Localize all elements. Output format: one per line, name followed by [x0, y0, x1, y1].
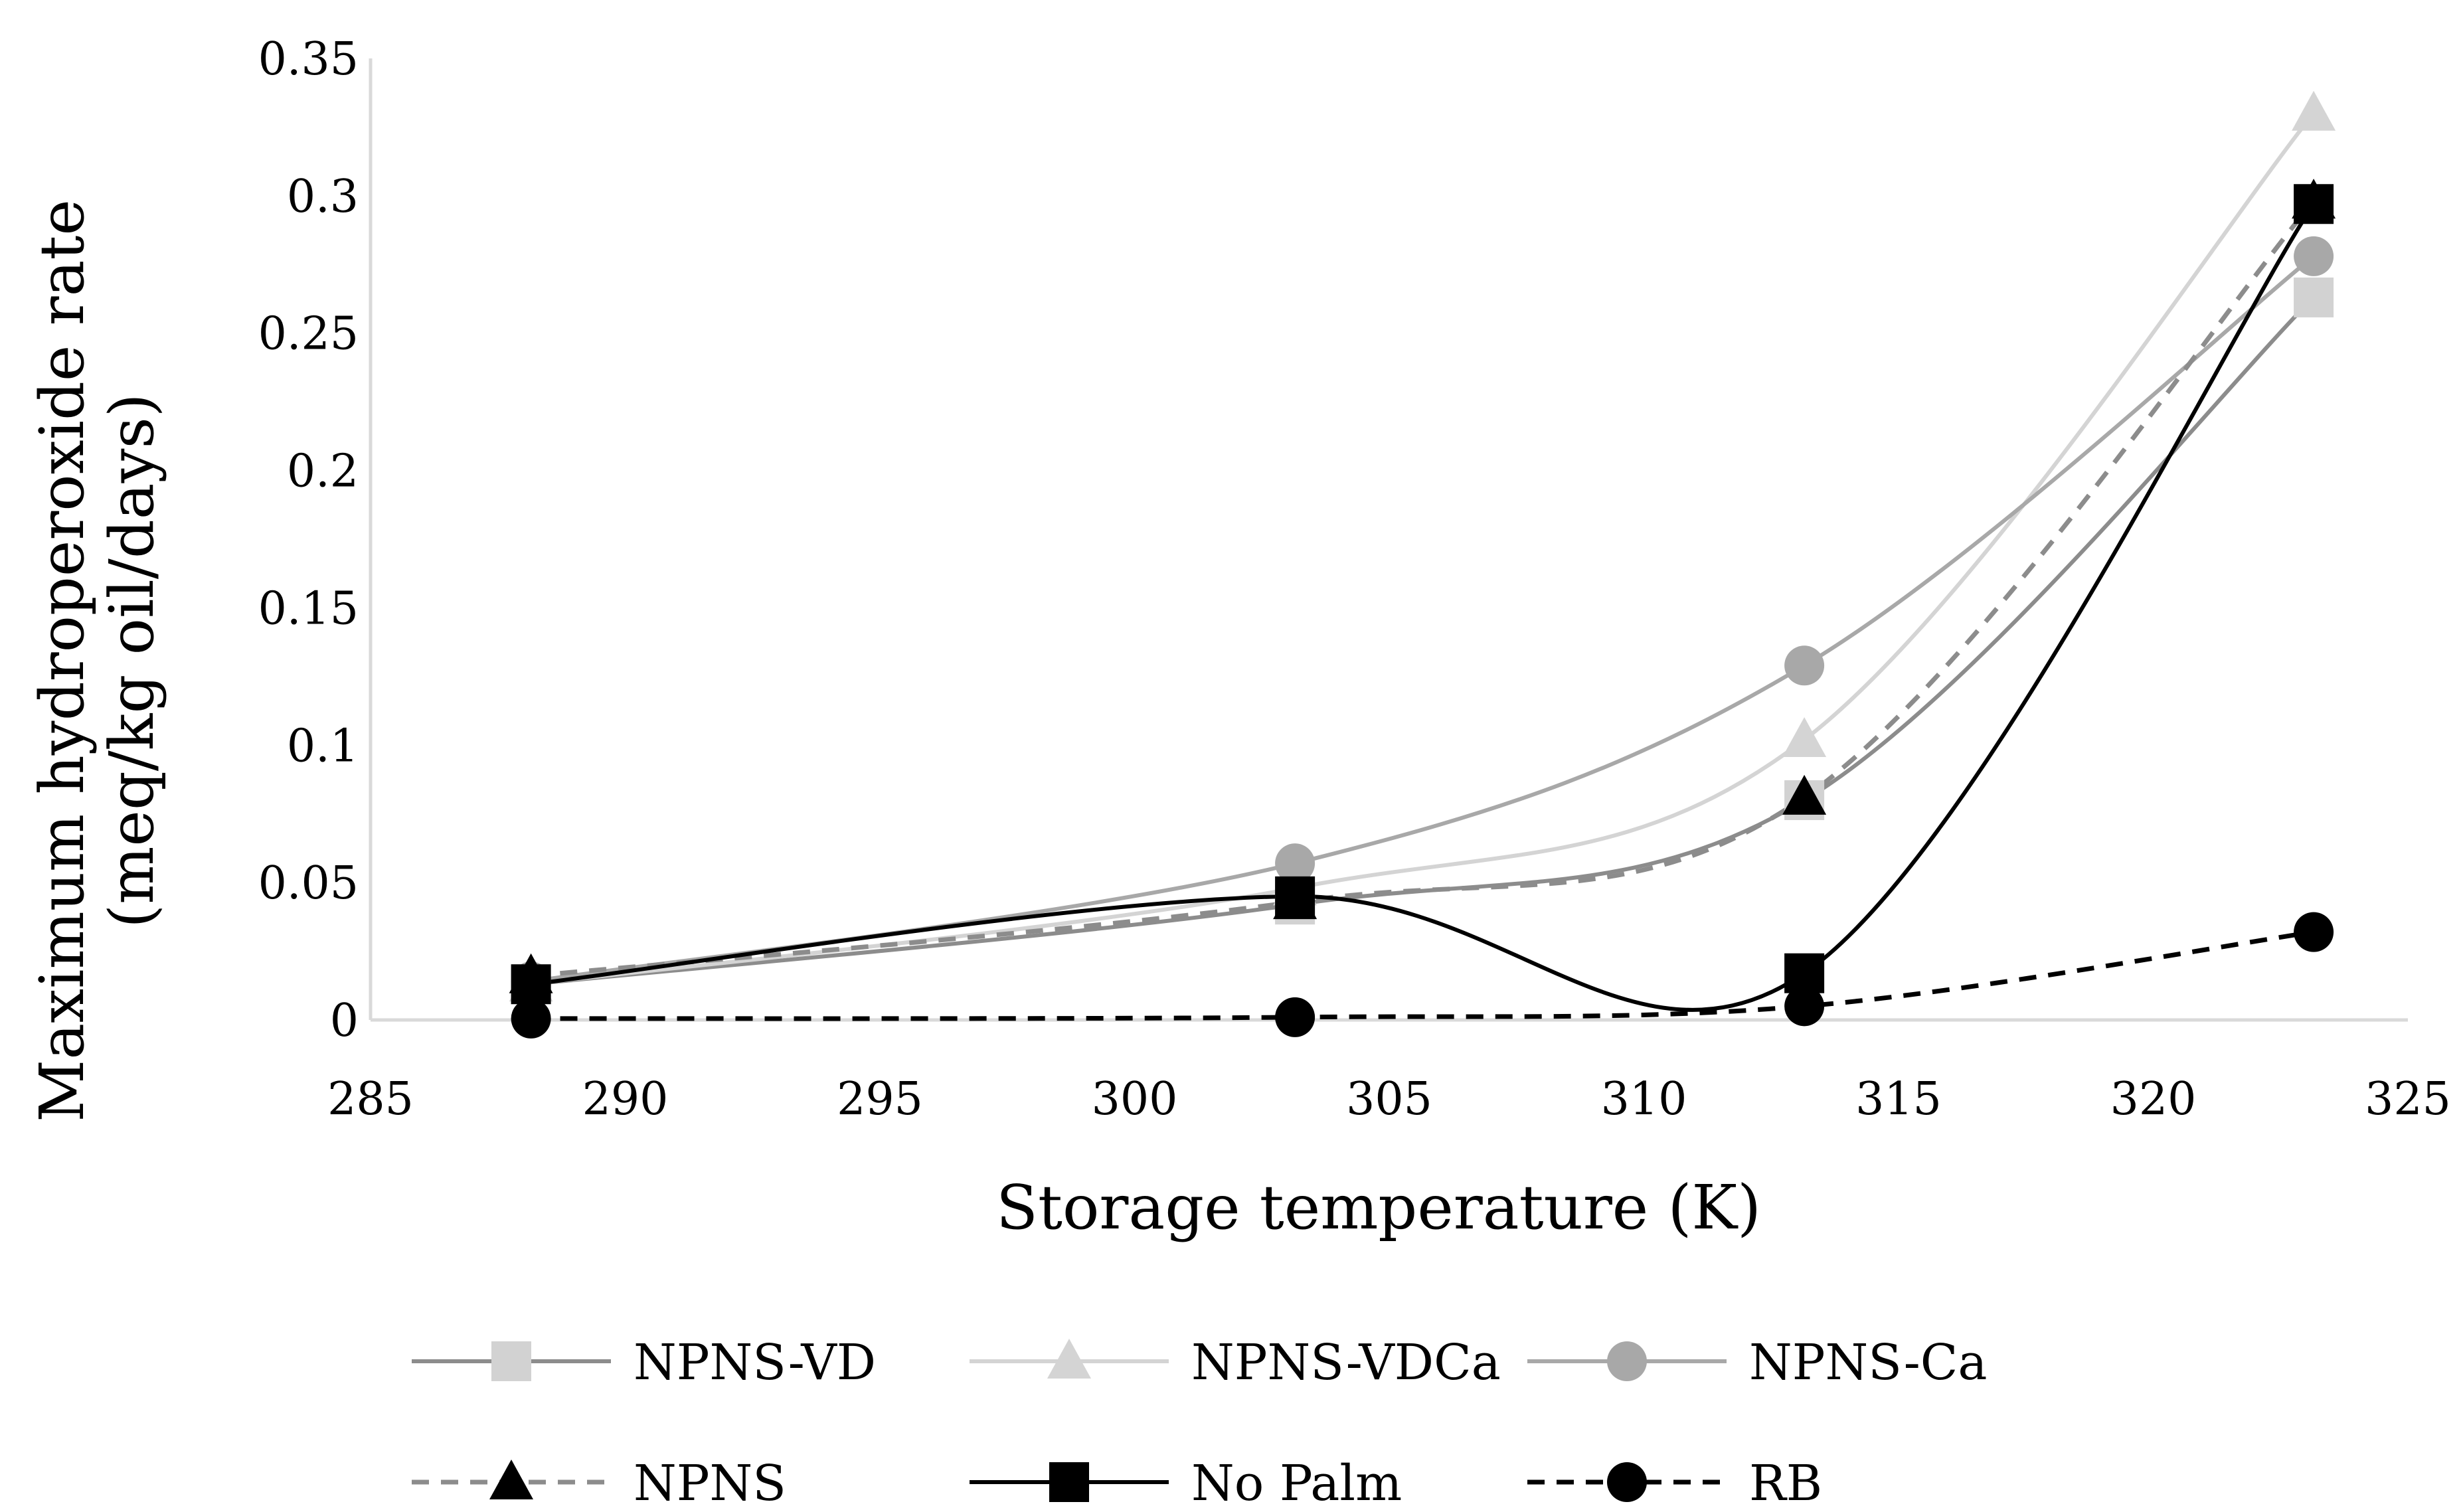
legend-marker-npns-vdca	[1047, 1339, 1091, 1379]
data-point-rb	[511, 998, 551, 1039]
data-point-no-palm	[1275, 876, 1316, 916]
x-tick-label: 295	[837, 1073, 923, 1126]
legend-label-rb: RB	[1749, 1455, 1822, 1512]
y-tick-label: 0.2	[287, 446, 359, 498]
legend-label-npns-vdca: NPNS-VDCa	[1191, 1334, 1501, 1391]
legend-marker-rb	[1607, 1462, 1647, 1502]
data-point-npns-ca	[2294, 236, 2334, 276]
series-lines	[531, 112, 2316, 1021]
legend-label-npns-vd: NPNS-VD	[634, 1334, 876, 1391]
data-point-npns-vdca	[2292, 90, 2336, 131]
legend-marker-npns	[489, 1460, 533, 1499]
legend-marker-no-palm	[1049, 1462, 1089, 1502]
x-tick-label: 315	[1855, 1073, 1942, 1126]
data-point-no-palm	[511, 964, 551, 1005]
x-tick-label: 285	[327, 1073, 414, 1126]
y-tick-label: 0	[330, 995, 359, 1047]
data-point-no-palm	[2294, 184, 2334, 224]
y-axis-title: Maximum hydroperoxide rate (meq/kg oil/d…	[27, 199, 167, 1122]
data-point-npns-ca	[1784, 645, 1825, 686]
x-tick-label: 300	[1092, 1073, 1178, 1126]
y-tick-label: 0.25	[258, 308, 359, 361]
x-axis-title: Storage temperature (K)	[996, 1172, 1761, 1243]
legend-item-npns-vdca: NPNS-VDCa	[970, 1334, 1501, 1391]
legend-label-npns-ca: NPNS-Ca	[1749, 1334, 1987, 1391]
y-tick-label: 0.15	[258, 582, 359, 635]
data-point-rb	[2294, 912, 2334, 952]
legend-item-rb: RB	[1527, 1455, 1822, 1512]
series-line-npns-ca	[531, 254, 2315, 984]
legend-marker-npns-vd	[491, 1341, 531, 1381]
x-tick-label: 290	[582, 1073, 669, 1126]
x-tick-label: 325	[2365, 1073, 2451, 1126]
legend-label-npns: NPNS	[634, 1455, 786, 1512]
x-tick-label: 310	[1601, 1073, 1687, 1126]
y-tick-label: 0.35	[258, 33, 359, 86]
series-line-npns	[531, 199, 2316, 979]
data-point-rb	[1784, 986, 1825, 1027]
series-line-no-palm	[531, 203, 2316, 1012]
series-line-rb	[531, 930, 2314, 1021]
data-point-npns	[1782, 774, 1827, 815]
y-tick-label: 0.3	[287, 171, 359, 223]
x-tick-label: 320	[2110, 1073, 2197, 1126]
data-point-npns-ca	[1275, 843, 1316, 884]
data-point-npns-vdca	[1782, 717, 1827, 758]
legend-item-npns: NPNS	[412, 1455, 786, 1512]
legend-item-no-palm: No Palm	[970, 1455, 1402, 1512]
legend: NPNS-VD NPNS-VDCa NPNS-Ca NPNS No Palm RB	[412, 1334, 1987, 1512]
x-tick-labels: 285 290 295 300 305 310 315 320 325	[327, 1073, 2451, 1126]
series-markers	[509, 90, 2336, 1039]
legend-item-npns-vd: NPNS-VD	[412, 1334, 876, 1391]
y-axis-title-line-2: (meq/kg oil/days)	[96, 393, 167, 928]
y-tick-labels: 0 0.05 0.1 0.15 0.2 0.25 0.3 0.35	[258, 33, 359, 1047]
legend-item-npns-ca: NPNS-Ca	[1527, 1334, 1987, 1391]
y-axis-title-line-1: Maximum hydroperoxide rate	[27, 199, 98, 1122]
data-point-npns-vd	[2294, 277, 2334, 317]
legend-marker-npns-ca	[1607, 1341, 1647, 1381]
series-line-npns-vd	[531, 295, 2316, 987]
y-tick-label: 0.05	[258, 857, 359, 910]
data-point-rb	[1275, 997, 1316, 1037]
x-tick-label: 305	[1346, 1073, 1432, 1126]
y-tick-label: 0.1	[287, 720, 359, 772]
legend-label-no-palm: No Palm	[1191, 1455, 1402, 1512]
